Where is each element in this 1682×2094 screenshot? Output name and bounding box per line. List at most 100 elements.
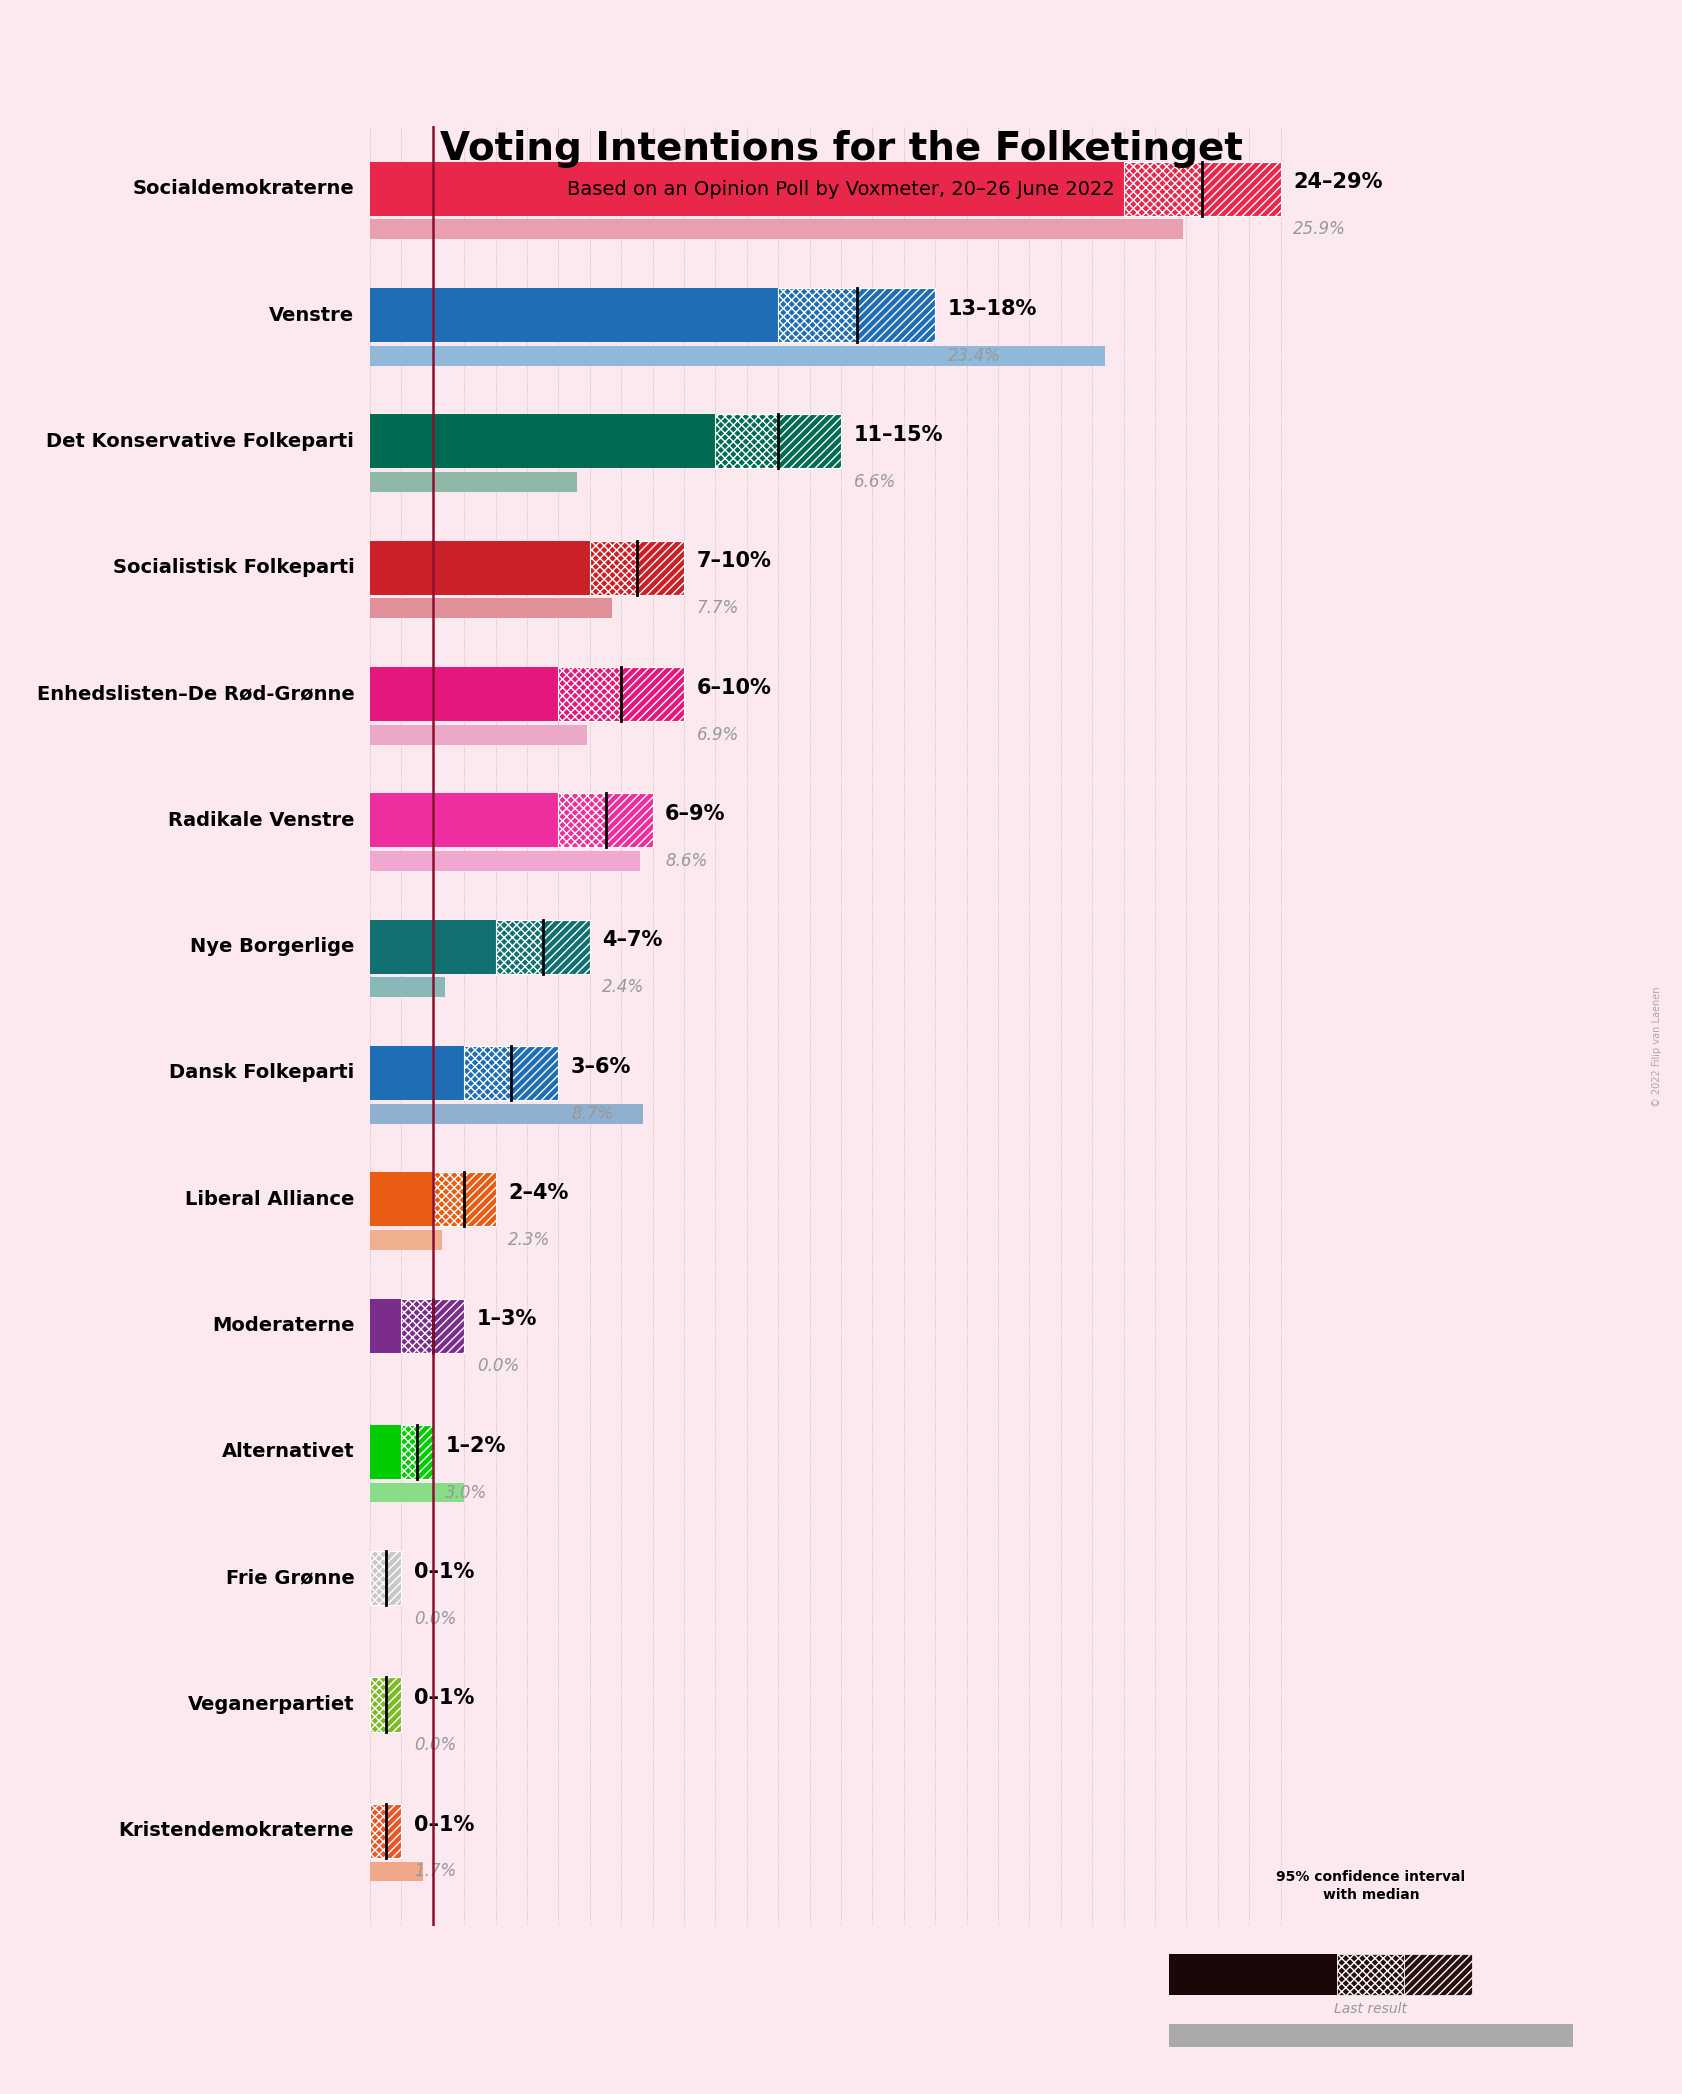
Bar bbox=[779, 289, 856, 341]
Bar bbox=[432, 1173, 464, 1227]
Text: Voting Intentions for the Folketinget: Voting Intentions for the Folketinget bbox=[439, 130, 1243, 168]
Text: 0–1%: 0–1% bbox=[414, 1562, 474, 1581]
Bar bbox=[779, 415, 841, 469]
Bar bbox=[370, 1552, 385, 1606]
Bar bbox=[590, 540, 637, 595]
Text: © 2022 Filip van Laenen: © 2022 Filip van Laenen bbox=[1652, 986, 1662, 1108]
Text: 23.4%: 23.4% bbox=[947, 348, 1001, 364]
Bar bbox=[370, 794, 558, 848]
Bar bbox=[370, 220, 1182, 239]
Text: 2.4%: 2.4% bbox=[602, 978, 644, 997]
Bar bbox=[370, 1045, 464, 1099]
Bar bbox=[402, 1424, 417, 1478]
Text: 0.0%: 0.0% bbox=[414, 1736, 456, 1755]
Text: 7.7%: 7.7% bbox=[696, 599, 738, 618]
Bar bbox=[370, 1483, 464, 1501]
Text: 8.7%: 8.7% bbox=[570, 1104, 614, 1122]
Text: Dansk Folkeparti: Dansk Folkeparti bbox=[170, 1064, 355, 1083]
Bar bbox=[432, 1298, 464, 1353]
Bar bbox=[370, 161, 1124, 216]
Text: 6–9%: 6–9% bbox=[664, 804, 725, 825]
Bar bbox=[370, 346, 1105, 366]
Bar bbox=[370, 1862, 424, 1880]
Bar bbox=[370, 540, 590, 595]
Text: 11–15%: 11–15% bbox=[853, 425, 944, 446]
Text: 2.3%: 2.3% bbox=[508, 1231, 550, 1248]
Text: Last result: Last result bbox=[1334, 2002, 1408, 2017]
Text: 1.7%: 1.7% bbox=[414, 1862, 456, 1880]
Bar bbox=[496, 919, 543, 974]
Text: 6–10%: 6–10% bbox=[696, 678, 772, 697]
Bar bbox=[370, 668, 558, 720]
Text: Moderaterne: Moderaterne bbox=[212, 1317, 355, 1336]
Text: Det Konservative Folkeparti: Det Konservative Folkeparti bbox=[47, 431, 355, 450]
Text: 13–18%: 13–18% bbox=[947, 299, 1038, 318]
Bar bbox=[370, 289, 779, 341]
Text: 25.9%: 25.9% bbox=[1293, 220, 1346, 239]
Bar bbox=[1404, 1954, 1472, 1996]
Text: Radikale Venstre: Radikale Venstre bbox=[168, 810, 355, 829]
Text: Socialistisk Folkeparti: Socialistisk Folkeparti bbox=[113, 559, 355, 578]
Bar bbox=[715, 415, 779, 469]
Bar bbox=[370, 919, 496, 974]
Text: 0.0%: 0.0% bbox=[476, 1357, 520, 1376]
Bar bbox=[370, 1229, 442, 1250]
Bar bbox=[856, 289, 935, 341]
Text: Venstre: Venstre bbox=[269, 306, 355, 325]
Bar bbox=[1169, 2025, 1573, 2046]
Text: 1–2%: 1–2% bbox=[446, 1436, 506, 1455]
Text: 0–1%: 0–1% bbox=[414, 1688, 474, 1709]
Text: 95% confidence interval
with median: 95% confidence interval with median bbox=[1277, 1870, 1465, 1901]
Bar bbox=[511, 1045, 558, 1099]
Bar bbox=[370, 415, 715, 469]
Bar bbox=[385, 1552, 402, 1606]
Bar bbox=[558, 794, 606, 848]
Text: 7–10%: 7–10% bbox=[696, 551, 772, 572]
Bar bbox=[370, 1424, 402, 1478]
Bar bbox=[370, 1677, 385, 1732]
Text: Socialdemokraterne: Socialdemokraterne bbox=[133, 180, 355, 199]
Bar bbox=[417, 1424, 432, 1478]
Bar bbox=[1337, 1954, 1404, 1996]
Text: Liberal Alliance: Liberal Alliance bbox=[185, 1189, 355, 1208]
Text: 24–29%: 24–29% bbox=[1293, 172, 1383, 193]
Bar bbox=[370, 1803, 385, 1857]
Bar bbox=[370, 1104, 643, 1124]
Bar bbox=[370, 599, 612, 618]
Bar bbox=[385, 1803, 402, 1857]
Text: Nye Borgerlige: Nye Borgerlige bbox=[190, 938, 355, 957]
Bar bbox=[370, 471, 577, 492]
Text: Enhedslisten–De Rød-Grønne: Enhedslisten–De Rød-Grønne bbox=[37, 685, 355, 704]
Bar bbox=[402, 1298, 432, 1353]
Text: 1–3%: 1–3% bbox=[476, 1309, 537, 1330]
Bar bbox=[385, 1677, 402, 1732]
Bar bbox=[464, 1173, 496, 1227]
Text: Frie Grønne: Frie Grønne bbox=[225, 1568, 355, 1587]
Text: Veganerpartiet: Veganerpartiet bbox=[188, 1694, 355, 1715]
Bar bbox=[370, 725, 587, 745]
Text: 3.0%: 3.0% bbox=[446, 1483, 488, 1501]
Bar bbox=[543, 919, 590, 974]
Text: 6.6%: 6.6% bbox=[853, 473, 897, 490]
Text: Alternativet: Alternativet bbox=[222, 1443, 355, 1462]
Bar bbox=[558, 668, 621, 720]
Bar bbox=[370, 1298, 402, 1353]
Bar bbox=[370, 850, 641, 871]
Text: Kristendemokraterne: Kristendemokraterne bbox=[119, 1822, 355, 1841]
Bar bbox=[606, 794, 653, 848]
Text: Based on an Opinion Poll by Voxmeter, 20–26 June 2022: Based on an Opinion Poll by Voxmeter, 20… bbox=[567, 180, 1115, 199]
Bar bbox=[1169, 1954, 1337, 1996]
Bar bbox=[621, 668, 685, 720]
Text: 4–7%: 4–7% bbox=[602, 930, 663, 951]
Text: 6.9%: 6.9% bbox=[696, 727, 738, 743]
Bar bbox=[637, 540, 685, 595]
Bar bbox=[464, 1045, 511, 1099]
Bar bbox=[1203, 161, 1280, 216]
Text: 0–1%: 0–1% bbox=[414, 1815, 474, 1834]
Bar bbox=[370, 1173, 432, 1227]
Text: 2–4%: 2–4% bbox=[508, 1183, 569, 1202]
Text: 0.0%: 0.0% bbox=[414, 1610, 456, 1627]
Bar bbox=[1124, 161, 1203, 216]
Bar bbox=[370, 978, 446, 997]
Text: 3–6%: 3–6% bbox=[570, 1057, 631, 1076]
